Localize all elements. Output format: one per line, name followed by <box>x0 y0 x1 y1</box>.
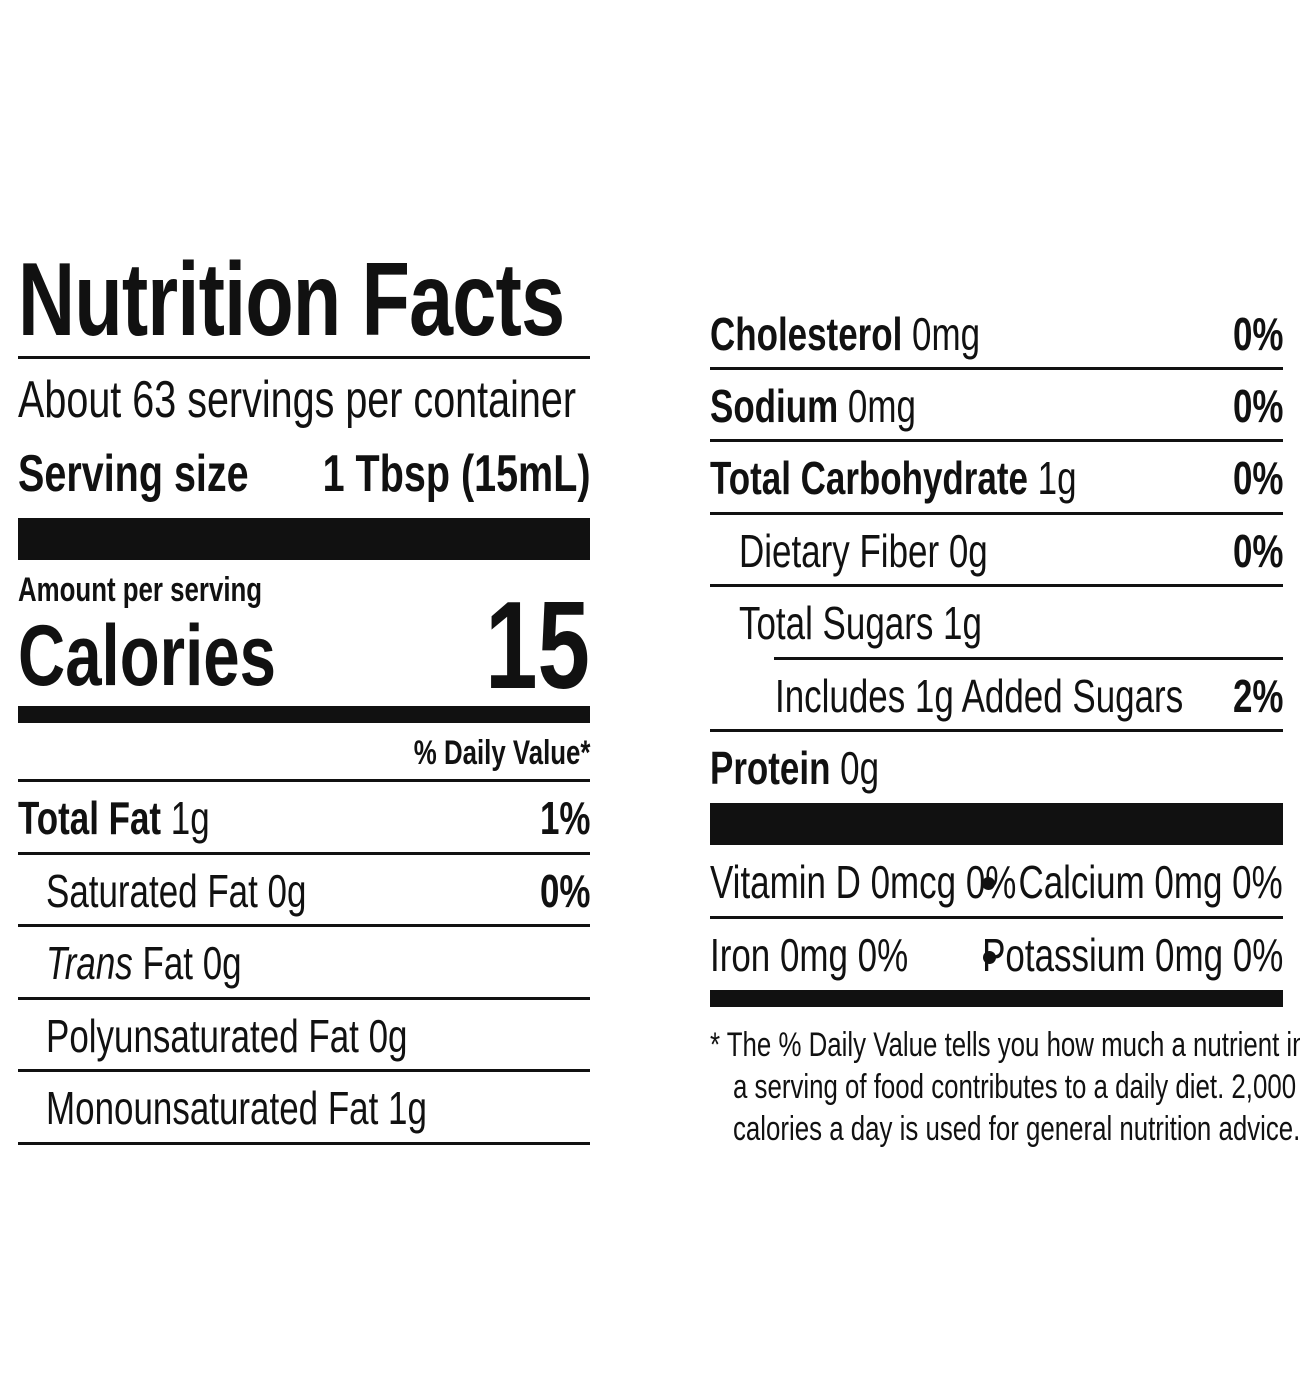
divider <box>710 584 1283 587</box>
nutrient-name: Includes 1g Added Sugars <box>775 670 1184 722</box>
medium-divider <box>18 706 590 723</box>
nutrient-row-cholesterol: Cholesterol 0mg 0% <box>710 298 1283 370</box>
divider <box>18 356 590 359</box>
nutrient-row-monounsaturated-fat: Monounsaturated Fat 1g <box>18 1072 590 1144</box>
servings-per-container: About 63 servings per container <box>18 371 577 429</box>
thick-divider <box>18 518 590 560</box>
nutrient-dv: 2% <box>1232 670 1283 722</box>
serving-size-label: Serving size <box>18 445 249 503</box>
nutrient-dv: 1% <box>539 792 590 844</box>
nutrient-dv: 0% <box>1232 380 1283 432</box>
nutrient-name: Total Carbohydrate <box>710 452 1028 504</box>
calories-value: 15 <box>485 577 590 715</box>
nutrient-name-rest: Fat <box>142 937 194 989</box>
iron: Iron 0mg 0% <box>710 929 909 981</box>
footnote-line: a serving of food contributes to a daily… <box>733 1068 1297 1106</box>
nutrient-dv: 0% <box>1232 308 1283 360</box>
vitamin-d: Vitamin D 0mcg 0% <box>710 856 1017 908</box>
nutrient-row-polyunsaturated-fat: Polyunsaturated Fat 0g <box>18 1000 590 1072</box>
nutrient-name: Sodium <box>710 380 839 432</box>
thick-divider <box>710 803 1283 845</box>
calcium: Calcium 0mg 0% <box>1018 856 1283 908</box>
daily-value-footnote: * The % Daily Value tells you how much a… <box>710 1024 1300 1150</box>
divider <box>710 729 1283 732</box>
nutrient-name: Trans <box>46 937 133 989</box>
nutrient-amount: 0g <box>267 865 307 917</box>
nutrient-name: Monounsaturated Fat <box>46 1082 379 1134</box>
bullet-separator <box>983 951 996 964</box>
medium-divider <box>710 990 1283 1007</box>
divider <box>710 367 1283 370</box>
nutrition-facts-title: Nutrition Facts <box>18 248 737 352</box>
divider <box>18 852 590 855</box>
nutrient-name: Dietary Fiber <box>739 525 940 577</box>
divider <box>18 779 590 782</box>
nutrient-row-total-fat: Total Fat 1g 1% <box>18 782 590 854</box>
divider <box>18 1142 590 1145</box>
nutrient-name: Total Sugars <box>739 597 934 649</box>
divider <box>774 657 1283 660</box>
divider <box>18 997 590 1000</box>
amount-per-serving-label: Amount per serving <box>18 571 263 609</box>
nutrient-row-added-sugars: Includes 1g Added Sugars 2% <box>710 660 1283 732</box>
nutrient-row-trans-fat: Trans Fat 0g <box>18 927 590 999</box>
divider <box>710 916 1283 919</box>
nutrient-amount: 1g <box>170 792 210 844</box>
nutrient-amount: 1g <box>1037 452 1077 504</box>
divider <box>18 1069 590 1072</box>
nutrient-amount: 0g <box>948 525 988 577</box>
nutrient-name: Protein <box>710 742 831 794</box>
footnote-line: calories a day is used for general nutri… <box>733 1110 1300 1148</box>
nutrient-amount: 0g <box>368 1010 408 1062</box>
nutrient-row-dietary-fiber: Dietary Fiber 0g 0% <box>710 515 1283 587</box>
nutrient-amount: 0g <box>840 742 880 794</box>
serving-size-value: 1 Tbsp (15mL) <box>322 445 590 503</box>
nutrient-row-saturated-fat: Saturated Fat 0g 0% <box>18 855 590 927</box>
nutrient-amount: 0mg <box>912 308 981 360</box>
bullet-separator <box>982 877 995 890</box>
divider <box>18 924 590 927</box>
nutrient-row-sodium: Sodium 0mg 0% <box>710 370 1283 442</box>
nutrient-name: Cholesterol <box>710 308 903 360</box>
nutrient-name: Polyunsaturated Fat <box>46 1010 359 1062</box>
footnote-line: * The % Daily Value tells you how much a… <box>710 1026 1300 1064</box>
title-text: Nutrition Facts <box>18 242 565 358</box>
daily-value-header: % Daily Value* <box>413 734 590 772</box>
nutrient-dv: 0% <box>1232 452 1283 504</box>
nutrient-amount: 1g <box>943 597 982 649</box>
nutrient-row-total-carbohydrate: Total Carbohydrate 1g 0% <box>710 442 1283 514</box>
nutrient-name: Total Fat <box>18 792 162 844</box>
nutrient-amount: 0g <box>202 937 242 989</box>
nutrient-dv: 0% <box>539 865 590 917</box>
nutrient-name: Saturated Fat <box>46 865 258 917</box>
divider <box>710 439 1283 442</box>
divider <box>710 512 1283 515</box>
nutrient-amount: 1g <box>388 1082 427 1134</box>
calories-label: Calories <box>18 608 276 704</box>
nutrient-amount: 0mg <box>847 380 916 432</box>
nutrient-dv: 0% <box>1232 525 1283 577</box>
potassium: Potassium 0mg 0% <box>981 929 1283 981</box>
nutrient-row-total-sugars: Total Sugars 1g <box>710 587 1283 659</box>
nutrient-row-protein: Protein 0g <box>710 732 1283 804</box>
